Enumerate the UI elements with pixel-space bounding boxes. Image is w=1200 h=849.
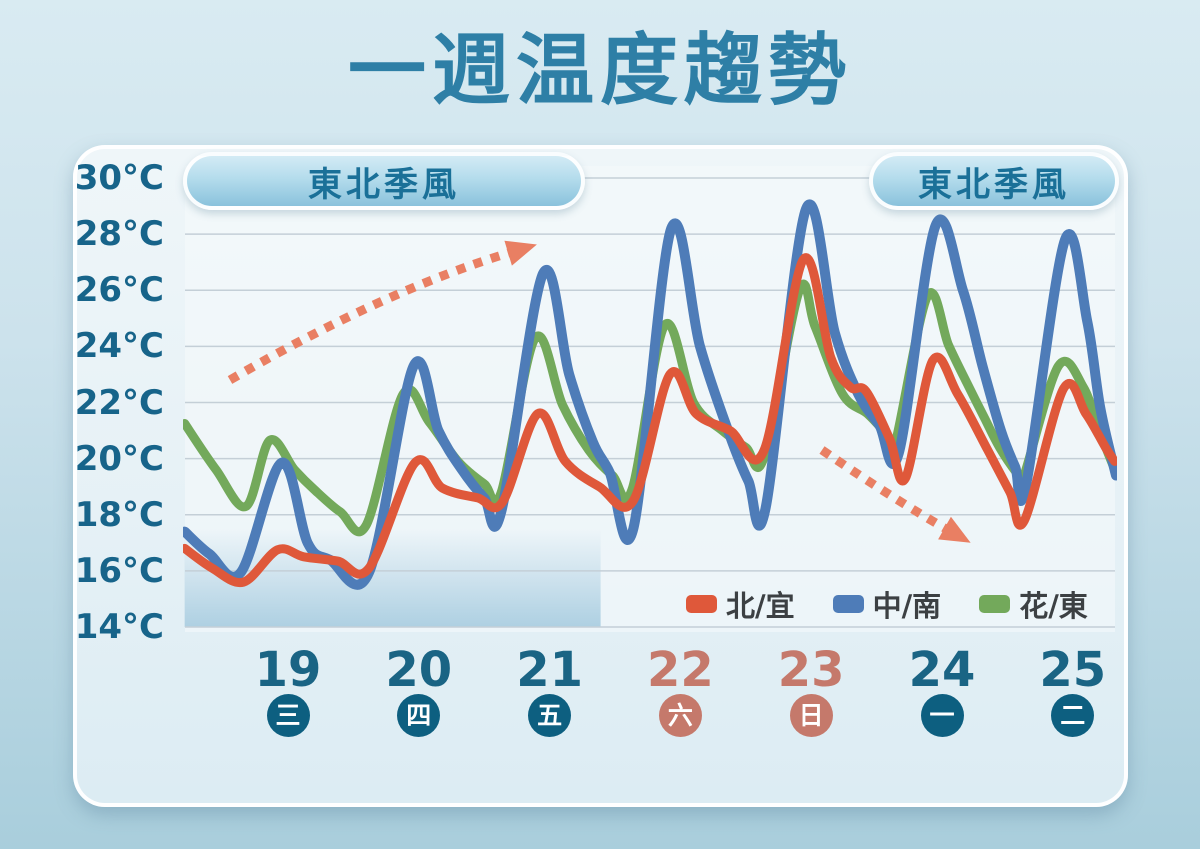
y-tick-20: 20°C [74,438,164,479]
date-label-24: 24 [908,642,976,698]
legend-label: 中/南 [872,589,942,623]
monsoon-badge-left: 東北季風 [183,152,585,210]
y-tick-26: 26°C [74,270,164,311]
weekday-circle-25: 二 [1051,694,1095,737]
y-tick-14: 14°C [74,607,164,647]
legend-item: 花/東 [979,583,1088,625]
legend-item: 北/宜 [686,583,795,625]
date-label-19: 19 [254,642,322,698]
legend-label: 花/東 [1019,589,1088,623]
legend-swatch [686,595,717,613]
chart-card [73,145,1128,807]
date-label-20: 20 [385,642,453,698]
date-label-25: 25 [1039,642,1107,698]
y-tick-16: 16°C [74,550,164,591]
y-tick-18: 18°C [74,494,164,535]
legend-label: 北/宜 [726,589,795,623]
monsoon-badge-right: 東北季風 [869,152,1119,210]
page-title: 一週温度趨勢 [347,26,852,116]
weekday-circle-23: 日 [789,694,833,737]
date-label-23: 23 [777,642,845,698]
y-tick-22: 22°C [74,382,164,423]
legend-item: 中/南 [832,583,942,625]
weekday-circle-22: 六 [658,694,702,737]
y-tick-30: 30°C [74,158,164,198]
date-label-21: 21 [516,642,583,698]
weekday-circle-19: 三 [266,694,310,737]
legend-swatch [832,595,864,613]
y-tick-28: 28°C [74,214,164,255]
weekday-circle-24: 一 [920,694,964,737]
date-label-22: 22 [646,642,714,698]
legend-swatch [979,595,1011,613]
weekday-circle-20: 四 [397,694,441,737]
chart-legend: 北/宜 中/南 花/東 [686,583,1088,625]
y-tick-24: 24°C [74,326,164,367]
weekday-circle-21: 五 [528,694,572,737]
